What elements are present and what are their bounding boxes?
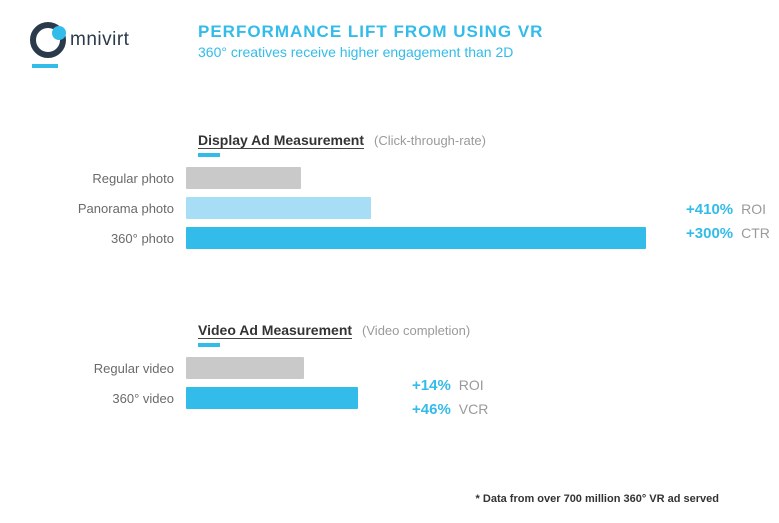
callout-percent: +46% xyxy=(412,401,451,418)
page-title: PERFORMANCE LIFT FROM USING VR xyxy=(198,22,543,42)
bar-label: 360° photo xyxy=(76,231,186,246)
bar-track xyxy=(186,197,646,219)
callout-label: ROI xyxy=(459,377,484,393)
section-metric: (Video completion) xyxy=(362,323,470,338)
accent-bar xyxy=(32,64,58,68)
section-video-ad: Video Ad Measurement (Video completion) … xyxy=(198,322,646,417)
callout-label: VCR xyxy=(459,401,489,417)
bar xyxy=(186,167,301,189)
logo-text: mnivirt xyxy=(70,29,129,51)
bar-label: Regular video xyxy=(76,361,186,376)
callout-label: ROI xyxy=(741,201,766,217)
bar-track xyxy=(186,357,646,379)
bar xyxy=(186,227,646,249)
callout: +46% VCR xyxy=(412,401,488,418)
bar-row: 360° video xyxy=(76,387,646,409)
footnote: * Data from over 700 million 360° VR ad … xyxy=(476,493,719,505)
section-title: Display Ad Measurement xyxy=(198,132,364,149)
callout-percent: +14% xyxy=(412,377,451,394)
chart-display: Regular photoPanorama photo360° photo +4… xyxy=(76,167,646,249)
section-underline xyxy=(198,343,220,347)
bar-row: Panorama photo xyxy=(76,197,646,219)
section-header: Display Ad Measurement (Click-through-ra… xyxy=(198,132,646,149)
bar-row: 360° photo xyxy=(76,227,646,249)
callout-label: CTR xyxy=(741,225,770,241)
section-underline xyxy=(198,153,220,157)
callout-percent: +410% xyxy=(686,201,733,218)
logo: mnivirt xyxy=(30,22,129,58)
section-header: Video Ad Measurement (Video completion) xyxy=(198,322,646,339)
bar-track xyxy=(186,227,646,249)
section-display-ad: Display Ad Measurement (Click-through-ra… xyxy=(198,132,646,257)
callout: +300% CTR xyxy=(686,225,770,242)
bar-row: Regular photo xyxy=(76,167,646,189)
section-title: Video Ad Measurement xyxy=(198,322,352,339)
bar xyxy=(186,197,371,219)
bar-label: 360° video xyxy=(76,391,186,406)
logo-icon xyxy=(30,22,66,58)
section-metric: (Click-through-rate) xyxy=(374,133,486,148)
bar xyxy=(186,357,304,379)
bar-label: Panorama photo xyxy=(76,201,186,216)
callout: +410% ROI xyxy=(686,201,766,218)
page-subtitle: 360° creatives receive higher engagement… xyxy=(198,44,513,60)
bar-row: Regular video xyxy=(76,357,646,379)
bar-track xyxy=(186,167,646,189)
callout: +14% ROI xyxy=(412,377,484,394)
callout-percent: +300% xyxy=(686,225,733,242)
bar xyxy=(186,387,358,409)
root: mnivirt PERFORMANCE LIFT FROM USING VR 3… xyxy=(0,0,779,523)
bar-label: Regular photo xyxy=(76,171,186,186)
chart-video: Regular video360° video +14%ROI+46%VCR xyxy=(76,357,646,409)
